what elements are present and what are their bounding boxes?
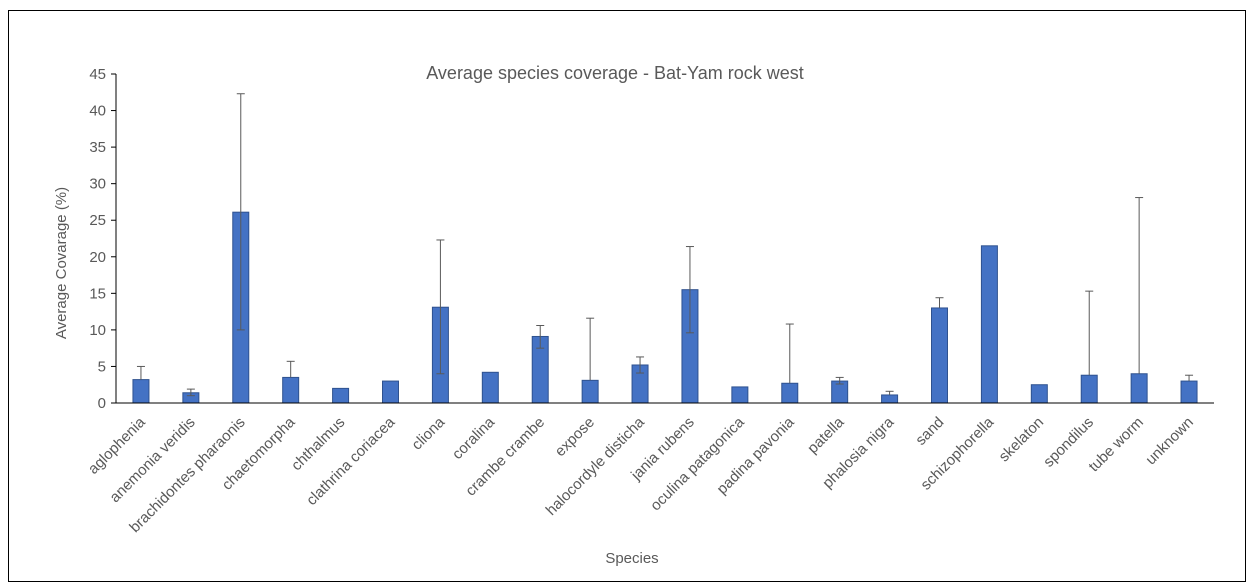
- bar-21: [1180, 380, 1198, 404]
- bar-13: [781, 382, 799, 404]
- bar-17: [980, 245, 998, 404]
- bar-16: [931, 307, 948, 404]
- bar-3: [282, 376, 300, 404]
- y-axis: 0 5 10 15 20 25 30 35 40 45: [89, 66, 117, 412]
- x-tick-label: unknown: [1142, 414, 1196, 468]
- chart-frame: Average species coverage - Bat-Yam rock …: [8, 10, 1246, 582]
- x-tick-label: sand: [912, 414, 947, 449]
- chart-title: Average species coverage - Bat-Yam rock …: [426, 63, 804, 83]
- bar-chart: Average species coverage - Bat-Yam rock …: [53, 63, 1214, 567]
- bar-7: [481, 371, 499, 404]
- y-tick-label: 5: [98, 358, 106, 375]
- bar-20: [1130, 373, 1148, 404]
- y-tick-label: 35: [89, 139, 106, 156]
- x-tick-label: coralina: [449, 413, 499, 463]
- y-tick-label: 0: [98, 395, 106, 412]
- x-tick-label: expose: [552, 414, 598, 460]
- x-tick-label: skelaton: [996, 414, 1048, 466]
- y-tick-label: 20: [89, 249, 106, 266]
- y-tick-label: 45: [89, 66, 106, 83]
- x-tick-label: clathrina coriacea: [303, 413, 399, 509]
- bar-12: [731, 386, 749, 404]
- y-tick-label: 40: [89, 103, 106, 120]
- x-tick-label: oculina patagonica: [647, 413, 748, 514]
- x-tick-label: tube worm: [1085, 414, 1147, 476]
- bar-18: [1030, 384, 1048, 404]
- error-bars-group: [136, 93, 1194, 397]
- bars-group: [132, 211, 1198, 404]
- bar-9: [581, 379, 599, 404]
- x-axis-title: Species: [605, 550, 658, 567]
- bar-4: [332, 387, 350, 404]
- y-axis-title: Average Covarage (%): [53, 187, 70, 339]
- y-tick-label: 15: [89, 285, 106, 302]
- x-tick-label: patella: [804, 413, 848, 457]
- y-tick-label: 25: [89, 212, 106, 229]
- y-tick-label: 10: [89, 322, 106, 339]
- y-tick-label: 30: [89, 176, 106, 193]
- bar-19: [1080, 374, 1098, 404]
- x-tick-label: anemonia veridis: [106, 414, 198, 506]
- bar-0: [132, 379, 150, 404]
- bar-15: [881, 394, 899, 404]
- x-tick-label: cliona: [408, 413, 448, 453]
- bar-5: [382, 380, 399, 404]
